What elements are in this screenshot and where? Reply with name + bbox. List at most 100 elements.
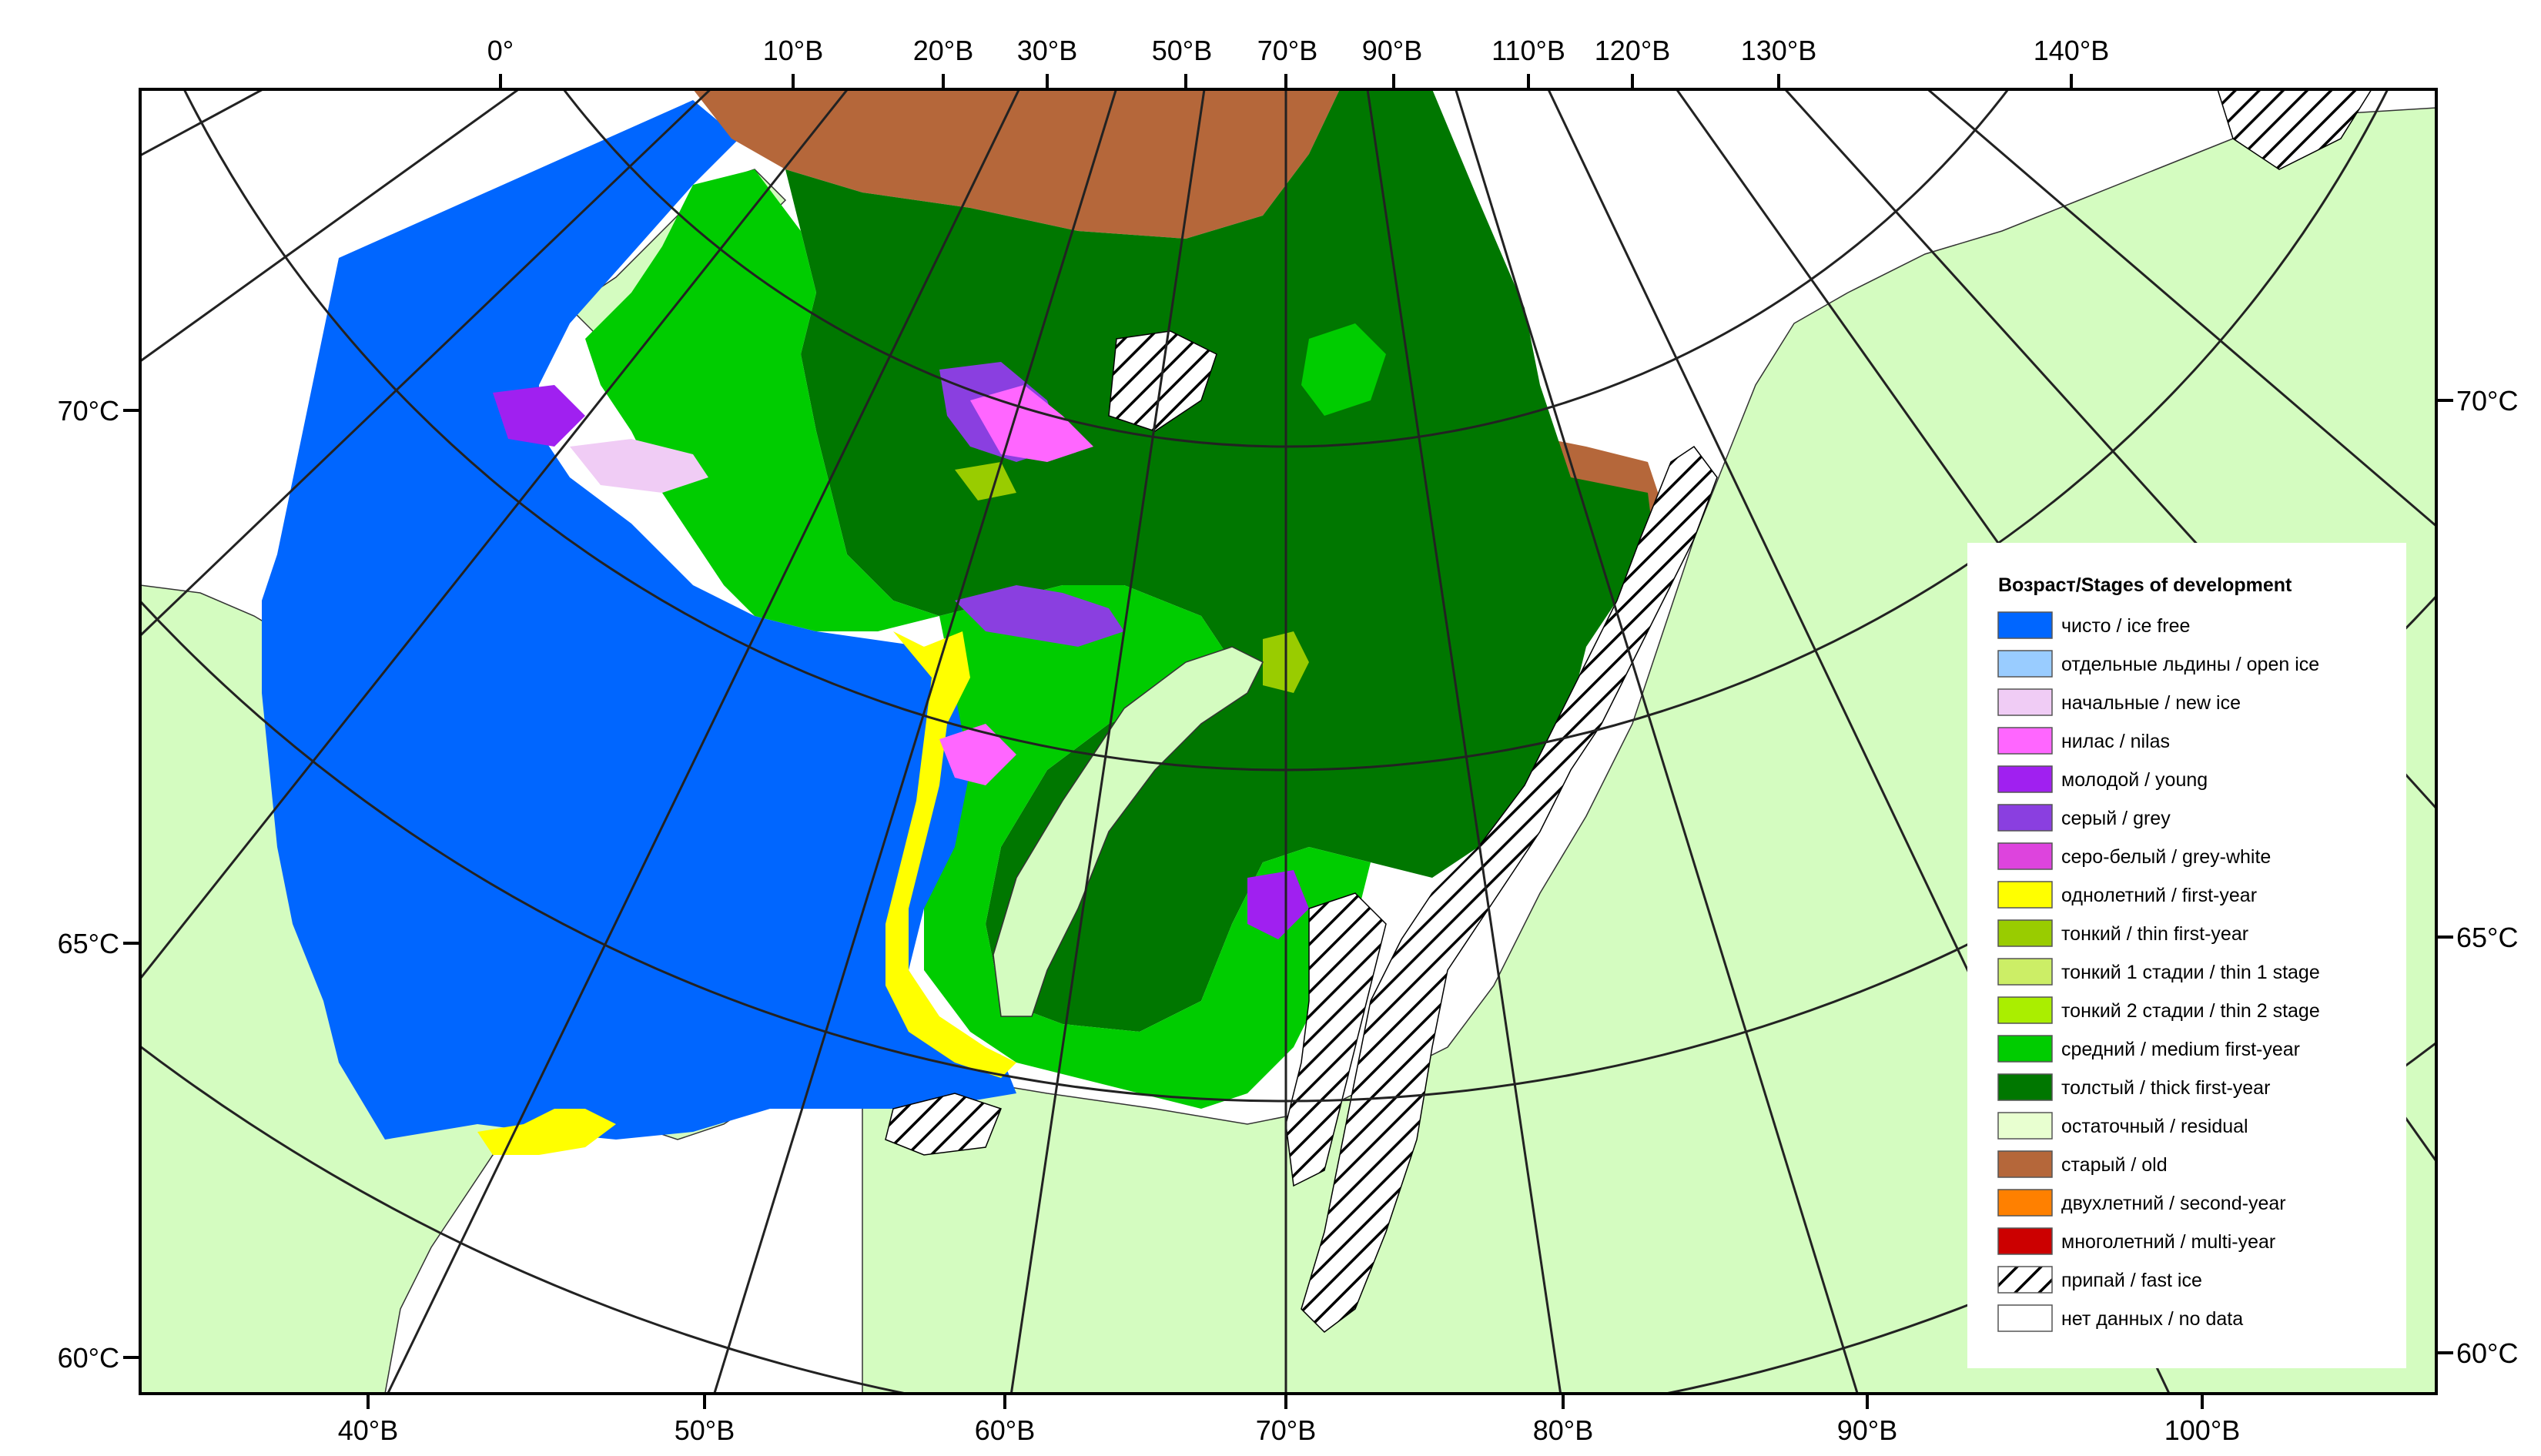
legend-title: Возраст/Stages of development: [1998, 574, 2292, 596]
legend-item: припай / fast ice: [1997, 1266, 2202, 1294]
zone-first-year: [886, 631, 1016, 1078]
legend-item: тонкий / thin first-year: [1997, 919, 2248, 947]
legend-item: однолетний / first-year: [1997, 881, 2257, 909]
lon-label-bottom: 40°В: [338, 1414, 398, 1446]
zone-nilas: [970, 385, 1093, 462]
lon-label-top: 110°В: [1491, 35, 1565, 66]
lon-label-top: 0°: [487, 35, 514, 66]
legend-item: отдельные льдины / open ice: [1997, 650, 2319, 678]
legend-label: серый / grey: [2061, 808, 2171, 829]
lon-label-bottom: 50°В: [675, 1414, 735, 1446]
legend-swatch: [1997, 1073, 2053, 1101]
lat-label-left: 60°С: [58, 1342, 119, 1374]
legend-item: начальные / new ice: [1997, 688, 2241, 716]
legend-label: нилас / nilas: [2061, 731, 2170, 752]
lat-label-right: 65°С: [2456, 922, 2518, 953]
lon-label-top: 20°В: [913, 35, 973, 66]
zone-new-ice: [570, 439, 708, 493]
legend-swatch: [1997, 650, 2053, 678]
legend: Возраст/Stages of development чисто / ic…: [1967, 543, 2406, 1368]
legend-swatch: [1997, 1227, 2053, 1255]
zone-medium-first-year-west: [585, 169, 939, 631]
legend-swatch: [1997, 1304, 2053, 1332]
legend-item: нилас / nilas: [1997, 727, 2170, 755]
legend-label: тонкий 1 стадии / thin 1 stage: [2061, 962, 2320, 983]
legend-label: толстый / thick first-year: [2061, 1077, 2270, 1099]
legend-label: тонкий 2 стадии / thin 2 stage: [2061, 1000, 2320, 1022]
zone-residual: [993, 646, 1264, 1017]
lon-label-bottom: 100°В: [2164, 1414, 2240, 1446]
legend-label: начальные / new ice: [2061, 692, 2241, 714]
legend-swatch: [1997, 1112, 2053, 1140]
legend-item: остаточный / residual: [1997, 1112, 2248, 1140]
legend-swatch: [1997, 765, 2053, 793]
left-ticks: [123, 409, 140, 1359]
legend-label: старый / old: [2061, 1154, 2168, 1176]
right-latitude-labels: 70°С 65°С 60°С: [2456, 385, 2518, 1369]
legend-item: многолетний / multi-year: [1997, 1227, 2275, 1255]
zone-thick-first-year: [785, 89, 1656, 1032]
zone-fast-ice-north: [2217, 89, 2372, 170]
bottom-ticks: [367, 1394, 2204, 1409]
legend-label: средний / medium first-year: [2061, 1039, 2300, 1060]
legend-label: многолетний / multi-year: [2061, 1231, 2275, 1253]
legend-label: чисто / ice free: [2061, 615, 2190, 637]
legend-label: тонкий / thin first-year: [2061, 923, 2248, 945]
lon-label-top: 90°В: [1362, 35, 1422, 66]
legend-swatch: [1997, 688, 2053, 716]
lon-label-bottom: 60°В: [975, 1414, 1035, 1446]
legend-swatch: [1997, 1189, 2053, 1217]
legend-item: серо-белый / grey-white: [1997, 842, 2271, 870]
legend-swatch: [1997, 1035, 2053, 1063]
zone-medium-first-year-north: [1301, 323, 1386, 416]
legend-swatch: [1997, 1266, 2053, 1294]
lon-label-top: 70°В: [1257, 35, 1317, 66]
legend-item: старый / old: [1997, 1150, 2168, 1178]
legend-items: чисто / ice free отдельные льдины / open …: [1997, 611, 2320, 1332]
legend-item: толстый / thick first-year: [1997, 1073, 2270, 1101]
lat-label-right: 60°С: [2456, 1337, 2518, 1369]
legend-swatch: [1997, 919, 2053, 947]
zone-young-ice: [1247, 870, 1309, 939]
right-ticks: [2436, 399, 2453, 1354]
legend-label: однолетний / first-year: [2061, 885, 2257, 906]
legend-swatch: [1997, 804, 2053, 832]
legend-item: молодой / young: [1997, 765, 2208, 793]
zone-old-ice: [693, 89, 1340, 239]
legend-label: серо-белый / grey-white: [2061, 846, 2271, 868]
zone-young-ice-west: [493, 385, 585, 447]
lon-label-bottom: 70°В: [1256, 1414, 1316, 1446]
zone-medium-first-year-south: [924, 585, 1371, 1109]
lat-label-left: 65°С: [58, 928, 119, 959]
zone-thin-first-year-north: [955, 462, 1016, 500]
legend-swatch: [1997, 1150, 2053, 1178]
lon-label-top: 120°В: [1595, 35, 1670, 66]
legend-item: двухлетний / second-year: [1997, 1189, 2286, 1217]
top-longitude-labels: 0° 10°В 20°В 30°В 50°В 70°В 90°В 110°В 1…: [487, 35, 2109, 66]
legend-label: нет данных / no data: [2061, 1308, 2243, 1330]
legend-item: средний / medium first-year: [1997, 1035, 2300, 1063]
lon-label-top: 140°В: [2034, 35, 2109, 66]
legend-label: двухлетний / second-year: [2061, 1193, 2286, 1214]
lon-label-top: 50°В: [1152, 35, 1212, 66]
legend-swatch: [1997, 881, 2053, 909]
lon-label-top: 130°В: [1741, 35, 1816, 66]
legend-item: серый / grey: [1997, 804, 2171, 832]
legend-swatch: [1997, 727, 2053, 755]
zone-nilas-coast: [939, 724, 1016, 785]
bottom-longitude-labels: 40°В 50°В 60°В 70°В 80°В 90°В 100°В: [338, 1414, 2240, 1446]
lon-label-top: 30°В: [1017, 35, 1077, 66]
legend-item: тонкий 1 стадии / thin 1 stage: [1997, 958, 2320, 986]
zone-fast-ice-svalbard: [1108, 330, 1217, 432]
legend-swatch: [1997, 996, 2053, 1024]
zone-ice-free: [262, 100, 1032, 1140]
legend-swatch: [1997, 958, 2053, 986]
lon-label-bottom: 90°В: [1837, 1414, 1897, 1446]
legend-label: припай / fast ice: [2061, 1270, 2202, 1291]
legend-label: отдельные льдины / open ice: [2061, 654, 2319, 675]
legend-label: молодой / young: [2061, 769, 2208, 791]
lat-label-right: 70°С: [2456, 385, 2518, 417]
legend-swatch: [1997, 842, 2053, 870]
